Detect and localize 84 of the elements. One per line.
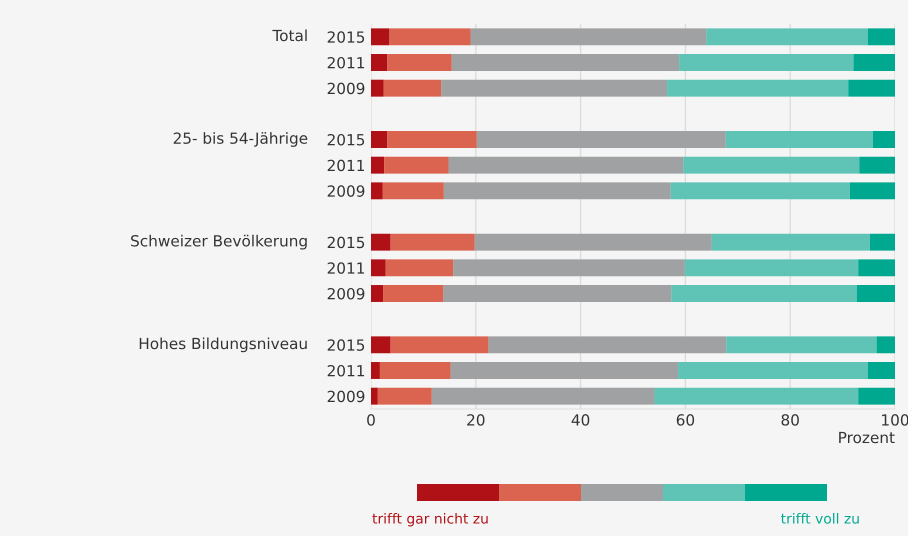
x-tick-label: 0 bbox=[367, 414, 375, 426]
bar bbox=[371, 285, 384, 302]
bar bbox=[371, 336, 390, 354]
bar bbox=[712, 234, 870, 251]
bar bbox=[371, 388, 378, 405]
bar bbox=[432, 388, 654, 405]
y-tick-label: 2015 bbox=[328, 339, 364, 351]
bar bbox=[371, 54, 388, 71]
bar bbox=[856, 285, 895, 302]
bar bbox=[678, 362, 868, 379]
bar bbox=[371, 182, 383, 200]
bar bbox=[706, 28, 868, 46]
bar bbox=[858, 259, 895, 276]
bar bbox=[868, 28, 895, 46]
bar bbox=[450, 362, 678, 379]
text: Total bbox=[272, 29, 307, 42]
bar bbox=[387, 54, 452, 71]
bar bbox=[476, 131, 726, 148]
bar bbox=[390, 336, 488, 354]
bar bbox=[390, 234, 475, 251]
bar bbox=[671, 285, 857, 302]
y-tick-label: 2015 bbox=[328, 31, 364, 43]
bar bbox=[848, 80, 895, 97]
x-tick-label: 20 bbox=[467, 414, 485, 426]
x-tick-label: 60 bbox=[676, 414, 694, 426]
bar bbox=[371, 156, 384, 174]
bar bbox=[870, 234, 895, 251]
bar bbox=[383, 285, 444, 302]
y-tick-label: 2011 bbox=[328, 160, 364, 172]
bar bbox=[380, 362, 451, 379]
bar bbox=[371, 259, 386, 276]
y-tick-label: 2009 bbox=[328, 390, 364, 402]
text: Hohes Bildungsniveau bbox=[140, 337, 307, 352]
bar bbox=[441, 80, 668, 97]
y-tick-label: 2011 bbox=[328, 262, 364, 274]
bar bbox=[726, 131, 873, 148]
bar bbox=[389, 28, 471, 46]
text: Schweizer Bevölkerung bbox=[131, 234, 307, 250]
bar bbox=[726, 336, 877, 354]
y-tick-label: 2009 bbox=[328, 288, 364, 300]
bar bbox=[854, 54, 895, 71]
bar bbox=[858, 388, 895, 405]
bar bbox=[488, 336, 726, 354]
bar bbox=[386, 259, 454, 276]
bar bbox=[371, 234, 390, 251]
bar bbox=[378, 388, 432, 405]
x-tick-label: 80 bbox=[782, 414, 799, 426]
y-tick-label: 2015 bbox=[328, 236, 364, 248]
bar bbox=[684, 259, 858, 276]
x-axis-title: Prozent bbox=[839, 432, 895, 444]
bar bbox=[384, 80, 442, 97]
bar bbox=[371, 80, 384, 97]
bar bbox=[444, 182, 671, 200]
text: 25- bis 54-Jährige bbox=[174, 132, 308, 147]
bar bbox=[452, 54, 680, 71]
bar bbox=[474, 234, 712, 251]
bar bbox=[371, 131, 388, 148]
bar bbox=[382, 182, 444, 200]
bar bbox=[872, 131, 895, 148]
x-tick-label: 40 bbox=[572, 414, 590, 426]
bar bbox=[667, 80, 848, 97]
y-tick-label: 2015 bbox=[328, 134, 364, 146]
text: trifft voll zu bbox=[781, 513, 859, 524]
text: trifft gar nicht zu bbox=[372, 513, 488, 526]
bar bbox=[683, 156, 860, 174]
bar bbox=[654, 388, 858, 405]
y-tick-label: 2011 bbox=[328, 364, 364, 377]
bar bbox=[371, 362, 380, 379]
bar bbox=[443, 285, 672, 302]
bar bbox=[868, 362, 895, 379]
bar bbox=[448, 156, 684, 174]
bar bbox=[679, 54, 854, 71]
bar bbox=[670, 182, 850, 200]
bar bbox=[876, 336, 895, 354]
bar bbox=[371, 28, 390, 46]
bar bbox=[850, 182, 895, 200]
y-tick-label: 2011 bbox=[328, 56, 364, 69]
bar bbox=[453, 259, 685, 276]
bar bbox=[859, 156, 895, 174]
bar bbox=[384, 156, 449, 174]
bar bbox=[387, 131, 477, 148]
y-tick-label: 2009 bbox=[328, 185, 364, 197]
y-tick-label: 2009 bbox=[328, 82, 364, 94]
bar bbox=[470, 28, 706, 46]
